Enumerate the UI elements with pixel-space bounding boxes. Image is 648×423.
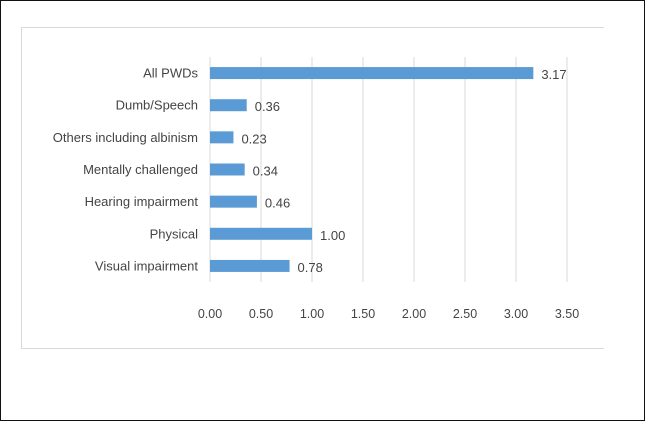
category-label: Mentally challenged (83, 162, 198, 177)
x-tick-label: 2.00 (402, 307, 426, 321)
bar (210, 131, 234, 144)
x-tick-label: 3.50 (555, 307, 579, 321)
category-label: Hearing impairment (85, 194, 199, 209)
x-tick-label: 1.00 (300, 307, 324, 321)
bar (210, 99, 247, 112)
bars (210, 67, 534, 272)
data-label: 1.00 (320, 228, 345, 243)
data-label: 3.17 (541, 67, 566, 82)
category-label: Visual impairment (95, 258, 198, 273)
category-label: All PWDs (143, 66, 198, 81)
data-label: 0.46 (265, 196, 290, 211)
bar (210, 259, 290, 272)
x-tick-label: 0.00 (198, 307, 222, 321)
data-label: 0.36 (255, 99, 280, 114)
category-label: Others including albinism (53, 130, 198, 145)
category-label: Physical (150, 226, 199, 241)
bar (210, 195, 257, 208)
x-tick-label: 1.50 (351, 307, 375, 321)
x-tick-label: 3.00 (504, 307, 528, 321)
bar (210, 67, 534, 80)
data-label: 0.78 (298, 260, 323, 275)
value-labels: 3.17 0.36 0.23 0.34 0.46 1.00 0.78 (241, 67, 566, 275)
x-axis-ticks: 0.00 0.50 1.00 1.50 2.00 2.50 3.00 3.50 (198, 307, 579, 321)
bar (210, 227, 312, 240)
category-labels: All PWDs Dumb/Speech Others including albi… (53, 66, 199, 274)
bar (210, 163, 245, 176)
data-label: 0.23 (241, 131, 266, 146)
x-tick-label: 2.50 (453, 307, 477, 321)
category-label: Dumb/Speech (116, 98, 198, 113)
grid-lines (209, 57, 568, 282)
x-tick-label: 0.50 (249, 307, 273, 321)
data-label: 0.34 (253, 164, 278, 179)
